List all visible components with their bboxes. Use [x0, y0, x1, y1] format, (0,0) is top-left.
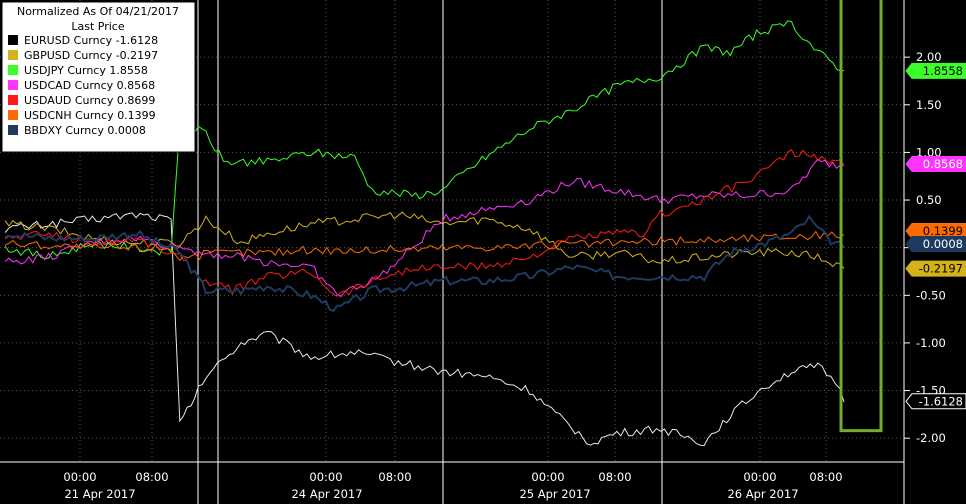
last-price-tag	[905, 156, 966, 173]
legend-subtitle: Last Price	[71, 20, 124, 33]
x-tick-label: 00:00	[63, 470, 96, 484]
x-tick-label: 00:00	[309, 470, 342, 484]
legend-swatch	[8, 50, 18, 60]
x-day-label: 24 Apr 2017	[291, 487, 362, 501]
legend-swatch	[8, 80, 18, 90]
legend-entry: USDAUD Curncy 0.8699	[24, 94, 155, 107]
last-price-label: -1.6128	[919, 394, 963, 408]
last-price-label: 0.8568	[923, 157, 963, 171]
y-tick-label: 1.50	[916, 98, 942, 112]
series-line-usdcnh	[4, 230, 845, 262]
series-line-eurusd	[4, 212, 845, 447]
legend-swatch	[8, 95, 18, 105]
x-day-label: 26 Apr 2017	[727, 487, 798, 501]
y-tick-label: 0.50	[916, 193, 942, 207]
x-day-label: 21 Apr 2017	[64, 487, 135, 501]
series-line-usdaud	[4, 149, 845, 297]
legend-swatch	[8, 110, 18, 120]
x-tick-label: 00:00	[531, 470, 564, 484]
x-tick-label: 00:00	[743, 470, 776, 484]
x-tick-label: 08:00	[135, 470, 168, 484]
legend-title: Normalized As Of 04/21/2017	[17, 5, 179, 18]
last-price-label: 0.1399	[923, 224, 963, 238]
x-day-label: 25 Apr 2017	[519, 487, 590, 501]
legend-entry: GBPUSD Curncy -0.2197	[24, 49, 158, 62]
legend-entry: EURUSD Curncy -1.6128	[24, 34, 158, 47]
legend-swatch	[8, 65, 18, 75]
last-price-label: 0.0008	[923, 237, 963, 251]
series-line-usdjpy	[4, 20, 845, 260]
y-tick-label: -2.00	[916, 431, 946, 445]
legend-swatch	[8, 125, 18, 135]
y-tick-label: 2.00	[916, 50, 942, 64]
last-price-tag	[905, 236, 966, 252]
legend-entry: USDJPY Curncy 1.8558	[24, 64, 148, 77]
legend-entry: USDCAD Curncy 0.8568	[24, 79, 155, 92]
x-tick-label: 08:00	[809, 470, 842, 484]
y-tick-label: -0.50	[916, 288, 946, 302]
y-tick-label: 1.00	[916, 145, 942, 159]
legend-entry: BBDXY Curncy 0.0008	[24, 124, 146, 137]
last-price-tag	[905, 260, 966, 277]
legend-swatch	[8, 35, 18, 45]
last-price-tag	[905, 393, 966, 410]
x-tick-label: 08:00	[598, 470, 631, 484]
highlight-box	[839, 0, 883, 433]
last-price-label: 1.8558	[923, 64, 963, 78]
y-tick-label: -1.00	[916, 336, 946, 350]
last-price-label: -0.2197	[919, 262, 963, 276]
series-line-bbdxy	[4, 214, 845, 313]
legend-entry: USDCNH Curncy 0.1399	[24, 109, 156, 122]
last-price-tag	[905, 62, 966, 79]
x-tick-label: 08:00	[378, 470, 411, 484]
legend-box	[1, 1, 196, 153]
